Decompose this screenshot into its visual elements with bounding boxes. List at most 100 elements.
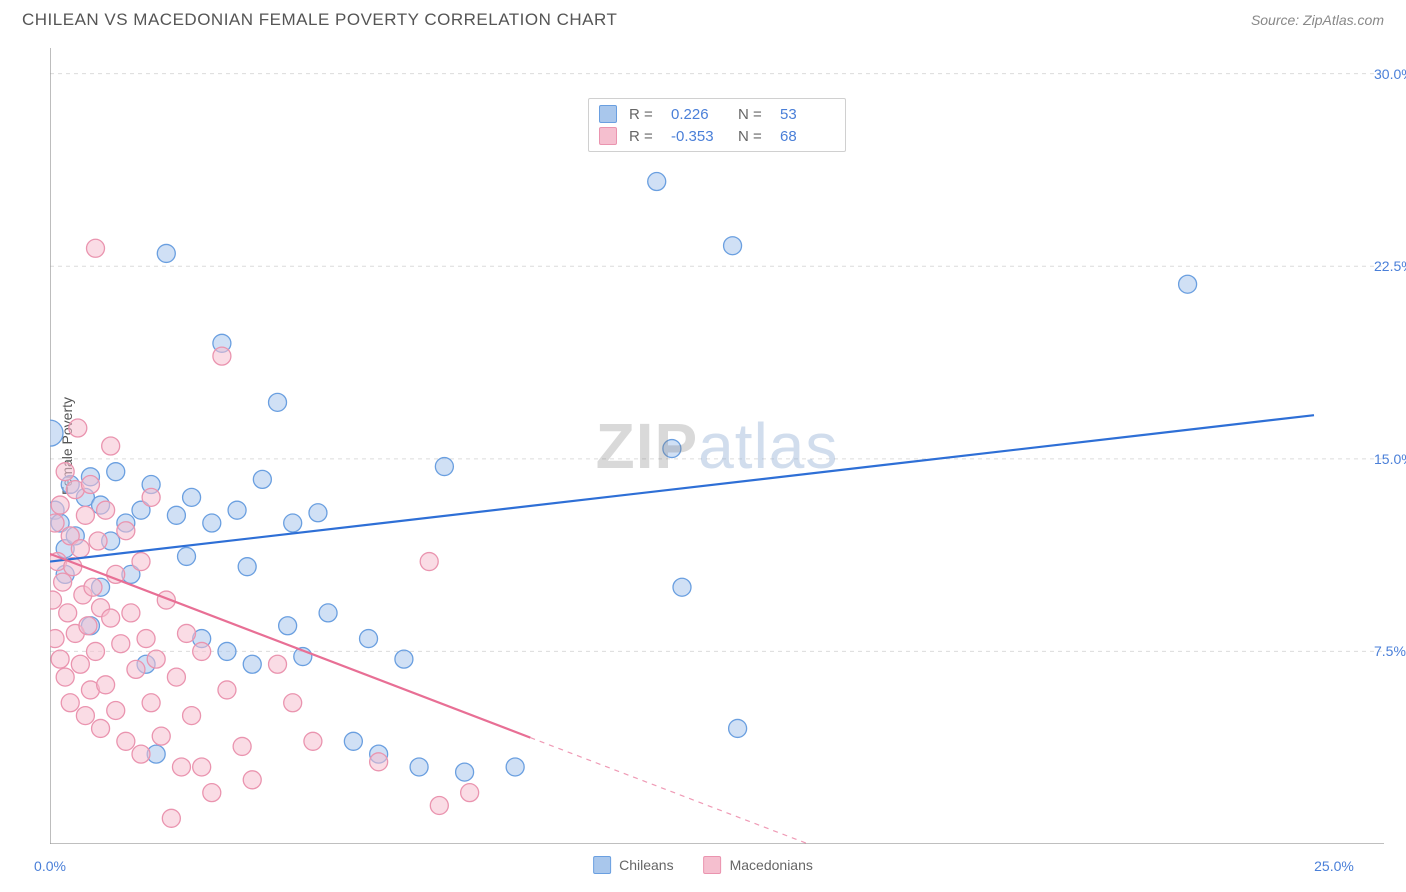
data-point bbox=[279, 617, 297, 635]
data-point bbox=[218, 642, 236, 660]
data-point bbox=[269, 655, 287, 673]
regression-line bbox=[50, 415, 1314, 561]
legend-label: Chileans bbox=[619, 857, 673, 873]
n-value: 68 bbox=[780, 128, 835, 145]
data-point bbox=[238, 558, 256, 576]
data-point bbox=[97, 501, 115, 519]
data-point bbox=[56, 463, 74, 481]
data-point bbox=[435, 458, 453, 476]
y-tick-label: 15.0% bbox=[1374, 451, 1406, 467]
r-value: 0.226 bbox=[671, 106, 726, 123]
data-point bbox=[51, 650, 69, 668]
data-point bbox=[79, 617, 97, 635]
data-point bbox=[213, 347, 231, 365]
data-point bbox=[61, 694, 79, 712]
data-point bbox=[673, 578, 691, 596]
data-point bbox=[122, 604, 140, 622]
data-point bbox=[243, 771, 261, 789]
plot-area: ZIPatlas R =0.226N =53R =-0.353N =68 7.5… bbox=[50, 48, 1384, 844]
data-point bbox=[162, 809, 180, 827]
legend-item[interactable]: Macedonians bbox=[704, 856, 813, 874]
x-tick-label: 25.0% bbox=[1314, 858, 1354, 874]
data-point bbox=[76, 506, 94, 524]
data-point bbox=[233, 737, 251, 755]
data-point bbox=[107, 701, 125, 719]
data-point bbox=[1179, 275, 1197, 293]
data-point bbox=[51, 496, 69, 514]
legend-swatch bbox=[593, 856, 611, 874]
data-point bbox=[81, 476, 99, 494]
series-legend: Chileans Macedonians bbox=[593, 856, 813, 874]
data-point bbox=[102, 609, 120, 627]
data-point bbox=[142, 488, 160, 506]
data-point bbox=[50, 420, 63, 446]
data-point bbox=[663, 440, 681, 458]
chart-title: CHILEAN VS MACEDONIAN FEMALE POVERTY COR… bbox=[22, 10, 617, 30]
data-point bbox=[84, 578, 102, 596]
data-point bbox=[50, 591, 62, 609]
data-point bbox=[71, 540, 89, 558]
data-point bbox=[157, 244, 175, 262]
data-point bbox=[420, 553, 438, 571]
data-point bbox=[178, 547, 196, 565]
data-point bbox=[218, 681, 236, 699]
correlation-legend: R = 0.226 N = 53 R =-0.353N =68 bbox=[588, 98, 846, 152]
data-point bbox=[56, 668, 74, 686]
legend-swatch bbox=[704, 856, 722, 874]
data-point bbox=[183, 488, 201, 506]
data-point bbox=[132, 745, 150, 763]
data-point bbox=[284, 694, 302, 712]
x-tick-label: 0.0% bbox=[34, 858, 66, 874]
legend-item[interactable]: Chileans bbox=[593, 856, 673, 874]
legend-swatch bbox=[599, 105, 617, 123]
data-point bbox=[76, 707, 94, 725]
data-point bbox=[97, 676, 115, 694]
data-point bbox=[461, 784, 479, 802]
data-point bbox=[456, 763, 474, 781]
data-point bbox=[506, 758, 524, 776]
source-prefix: Source: bbox=[1251, 12, 1303, 28]
correlation-row: R = 0.226 N = 53 bbox=[599, 103, 835, 125]
regression-line-extension bbox=[530, 738, 808, 844]
data-point bbox=[167, 668, 185, 686]
data-point bbox=[309, 504, 327, 522]
data-point bbox=[112, 635, 130, 653]
data-point bbox=[203, 514, 221, 532]
data-point bbox=[183, 707, 201, 725]
source-name: ZipAtlas.com bbox=[1303, 12, 1384, 28]
data-point bbox=[147, 650, 165, 668]
source-attribution: Source: ZipAtlas.com bbox=[1251, 12, 1384, 28]
data-point bbox=[360, 630, 378, 648]
data-point bbox=[137, 630, 155, 648]
n-label: N = bbox=[738, 106, 768, 123]
data-point bbox=[724, 237, 742, 255]
data-point bbox=[152, 727, 170, 745]
data-point bbox=[319, 604, 337, 622]
data-point bbox=[284, 514, 302, 532]
correlation-row: R =-0.353N =68 bbox=[599, 125, 835, 147]
y-tick-label: 30.0% bbox=[1374, 66, 1406, 82]
data-point bbox=[648, 173, 666, 191]
y-tick-label: 7.5% bbox=[1374, 643, 1406, 659]
data-point bbox=[54, 573, 72, 591]
r-label: R = bbox=[629, 106, 659, 123]
data-point bbox=[92, 719, 110, 737]
data-point bbox=[269, 393, 287, 411]
data-point bbox=[50, 514, 64, 532]
data-point bbox=[253, 470, 271, 488]
data-point bbox=[178, 624, 196, 642]
legend-label: Macedonians bbox=[730, 857, 813, 873]
data-point bbox=[107, 463, 125, 481]
data-point bbox=[430, 796, 448, 814]
header-row: CHILEAN VS MACEDONIAN FEMALE POVERTY COR… bbox=[0, 0, 1406, 30]
n-value: 53 bbox=[780, 106, 835, 123]
data-point bbox=[69, 419, 87, 437]
legend-swatch bbox=[599, 127, 617, 145]
scatter-chart-svg bbox=[50, 48, 1384, 844]
data-point bbox=[71, 655, 89, 673]
data-point bbox=[87, 642, 105, 660]
data-point bbox=[193, 758, 211, 776]
data-point bbox=[410, 758, 428, 776]
data-point bbox=[117, 522, 135, 540]
data-point bbox=[59, 604, 77, 622]
